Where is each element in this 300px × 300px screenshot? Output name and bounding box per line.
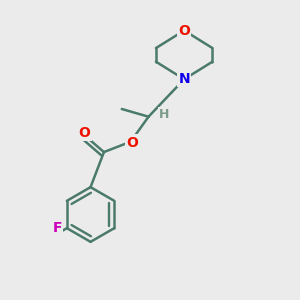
Text: O: O (126, 136, 138, 150)
Text: F: F (52, 220, 62, 235)
Text: O: O (178, 23, 190, 38)
Text: H: H (159, 108, 169, 121)
Text: O: O (79, 126, 91, 140)
Text: N: N (178, 72, 190, 86)
